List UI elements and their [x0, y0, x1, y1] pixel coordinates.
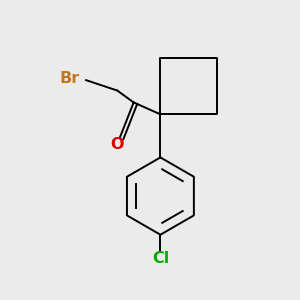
Text: O: O: [111, 136, 124, 152]
Text: Cl: Cl: [152, 251, 169, 266]
Text: Br: Br: [60, 71, 80, 86]
